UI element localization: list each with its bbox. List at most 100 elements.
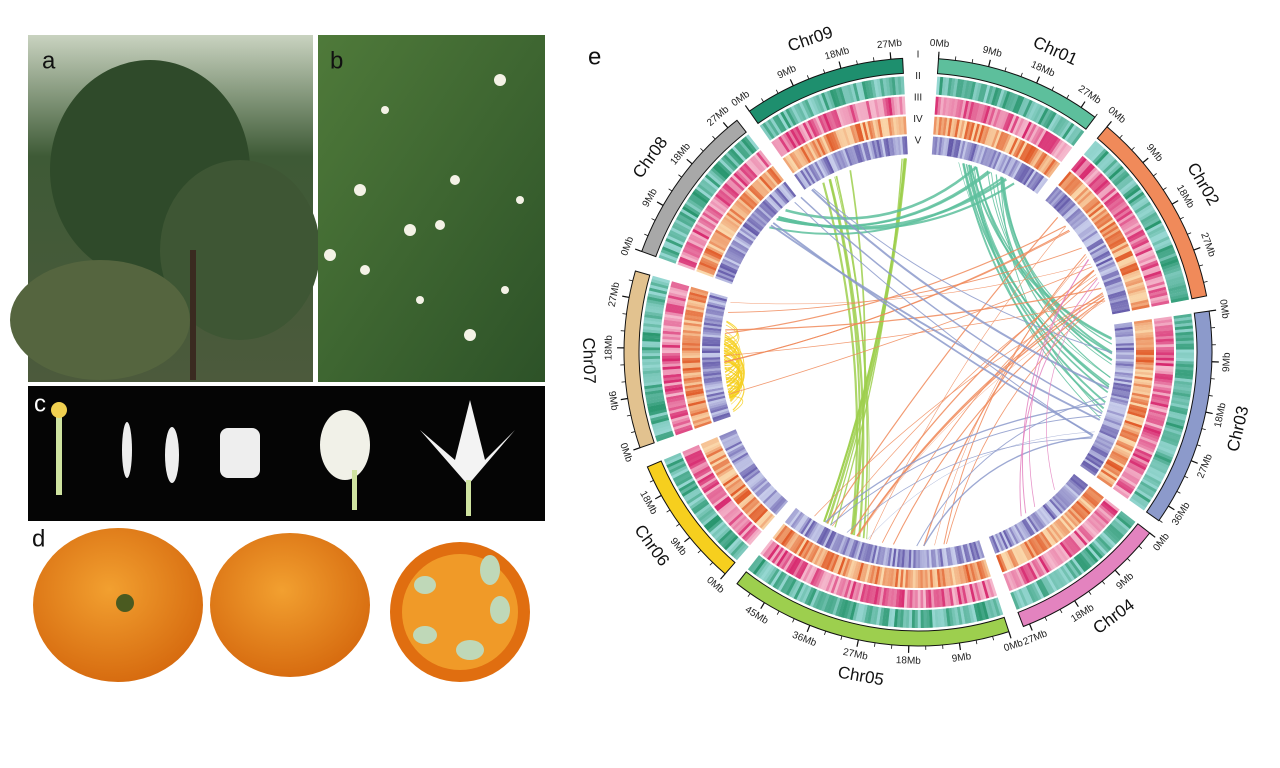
chromosome-bar [748, 57, 904, 125]
tick-label: 18Mb [1029, 59, 1057, 79]
tick-label: 18Mb [824, 45, 851, 62]
track-segment [958, 545, 965, 564]
track-segment [956, 586, 963, 605]
track-segment [1168, 284, 1187, 292]
track-segment [645, 305, 664, 312]
track-segment [1071, 215, 1087, 229]
track-segment [975, 602, 984, 621]
track-segment [719, 222, 736, 235]
track-segment [686, 491, 703, 505]
track-segment [1166, 419, 1185, 427]
track-segment [1095, 508, 1111, 523]
track-segment [664, 383, 683, 390]
link [724, 333, 745, 395]
link [830, 414, 1102, 526]
track-segment [1114, 207, 1132, 221]
track-segment [703, 374, 722, 379]
track-segment [714, 462, 732, 474]
track-segment [724, 214, 742, 227]
track-segment [743, 162, 758, 178]
track-segment [753, 508, 769, 524]
track-segment [1150, 401, 1169, 408]
track-segment [1143, 270, 1162, 279]
track-segment [1090, 541, 1106, 558]
track-segment [1065, 510, 1080, 526]
track-segment [1061, 122, 1075, 140]
track-segment [1114, 517, 1130, 532]
track-segment [781, 183, 795, 199]
track-segment [956, 545, 963, 564]
track-segment [978, 581, 987, 600]
track-segment [672, 470, 691, 482]
track-segment [1113, 378, 1133, 384]
track-segment [982, 147, 991, 166]
track-segment [1081, 230, 1098, 243]
track-segment [667, 460, 686, 471]
track-segment [715, 193, 732, 207]
track-segment [837, 150, 847, 169]
track-segment [771, 140, 784, 158]
track-segment [834, 598, 844, 617]
track-segment [837, 556, 846, 575]
track-segment [846, 580, 854, 599]
track-segment [729, 147, 745, 164]
track-segment [835, 151, 845, 170]
track-segment [1105, 281, 1123, 290]
track-segment [1042, 504, 1056, 521]
track-segment [1117, 257, 1136, 268]
track-segment [724, 440, 743, 452]
track-segment [1170, 399, 1190, 407]
track-segment [1174, 372, 1194, 377]
track-segment [758, 150, 772, 167]
track-segment [702, 329, 722, 334]
track-segment [1162, 432, 1181, 442]
track-segment [994, 152, 1004, 171]
track-segment [682, 248, 701, 259]
track-segment [684, 383, 703, 389]
track-segment [778, 135, 791, 153]
track-segment [672, 419, 691, 428]
track-segment [1100, 223, 1118, 236]
track-segment [1080, 463, 1097, 477]
track-segment [1062, 485, 1078, 500]
track-segment [888, 77, 894, 96]
track-segment [820, 571, 830, 590]
track-segment [701, 178, 718, 193]
track-segment [867, 585, 875, 604]
track-segment [797, 561, 809, 580]
track-segment [1137, 252, 1155, 262]
track-segment [981, 601, 989, 620]
track-segment [949, 78, 956, 97]
track-segment [737, 231, 754, 244]
track-segment [1045, 160, 1059, 177]
track-segment [1150, 233, 1169, 244]
track-segment [1027, 102, 1039, 120]
track-segment [1033, 535, 1046, 552]
track-segment [1148, 289, 1167, 297]
track-segment [1130, 399, 1149, 407]
track-segment [1149, 406, 1168, 414]
track-segment [690, 193, 707, 207]
track-segment [1132, 493, 1150, 506]
track-segment [879, 118, 886, 137]
track-segment [1114, 444, 1132, 455]
track-segment [686, 392, 705, 400]
track-segment [663, 373, 682, 379]
tick-mark [1127, 558, 1131, 562]
track-segment [945, 547, 951, 566]
track-segment [1015, 545, 1026, 564]
track-segment [737, 492, 754, 507]
track-segment [958, 79, 965, 98]
link [730, 263, 1091, 305]
track-segment [962, 605, 969, 624]
track-segment [1125, 417, 1144, 426]
track-segment [832, 88, 841, 107]
track-segment [682, 334, 701, 339]
chromosome-name: Chr04 [1089, 595, 1138, 638]
tick-mark [1051, 86, 1055, 91]
track-segment [1114, 375, 1133, 381]
track-segment [1021, 167, 1033, 185]
track-segment [874, 119, 881, 138]
track-segment [1153, 380, 1173, 386]
track-segment [1012, 525, 1023, 543]
